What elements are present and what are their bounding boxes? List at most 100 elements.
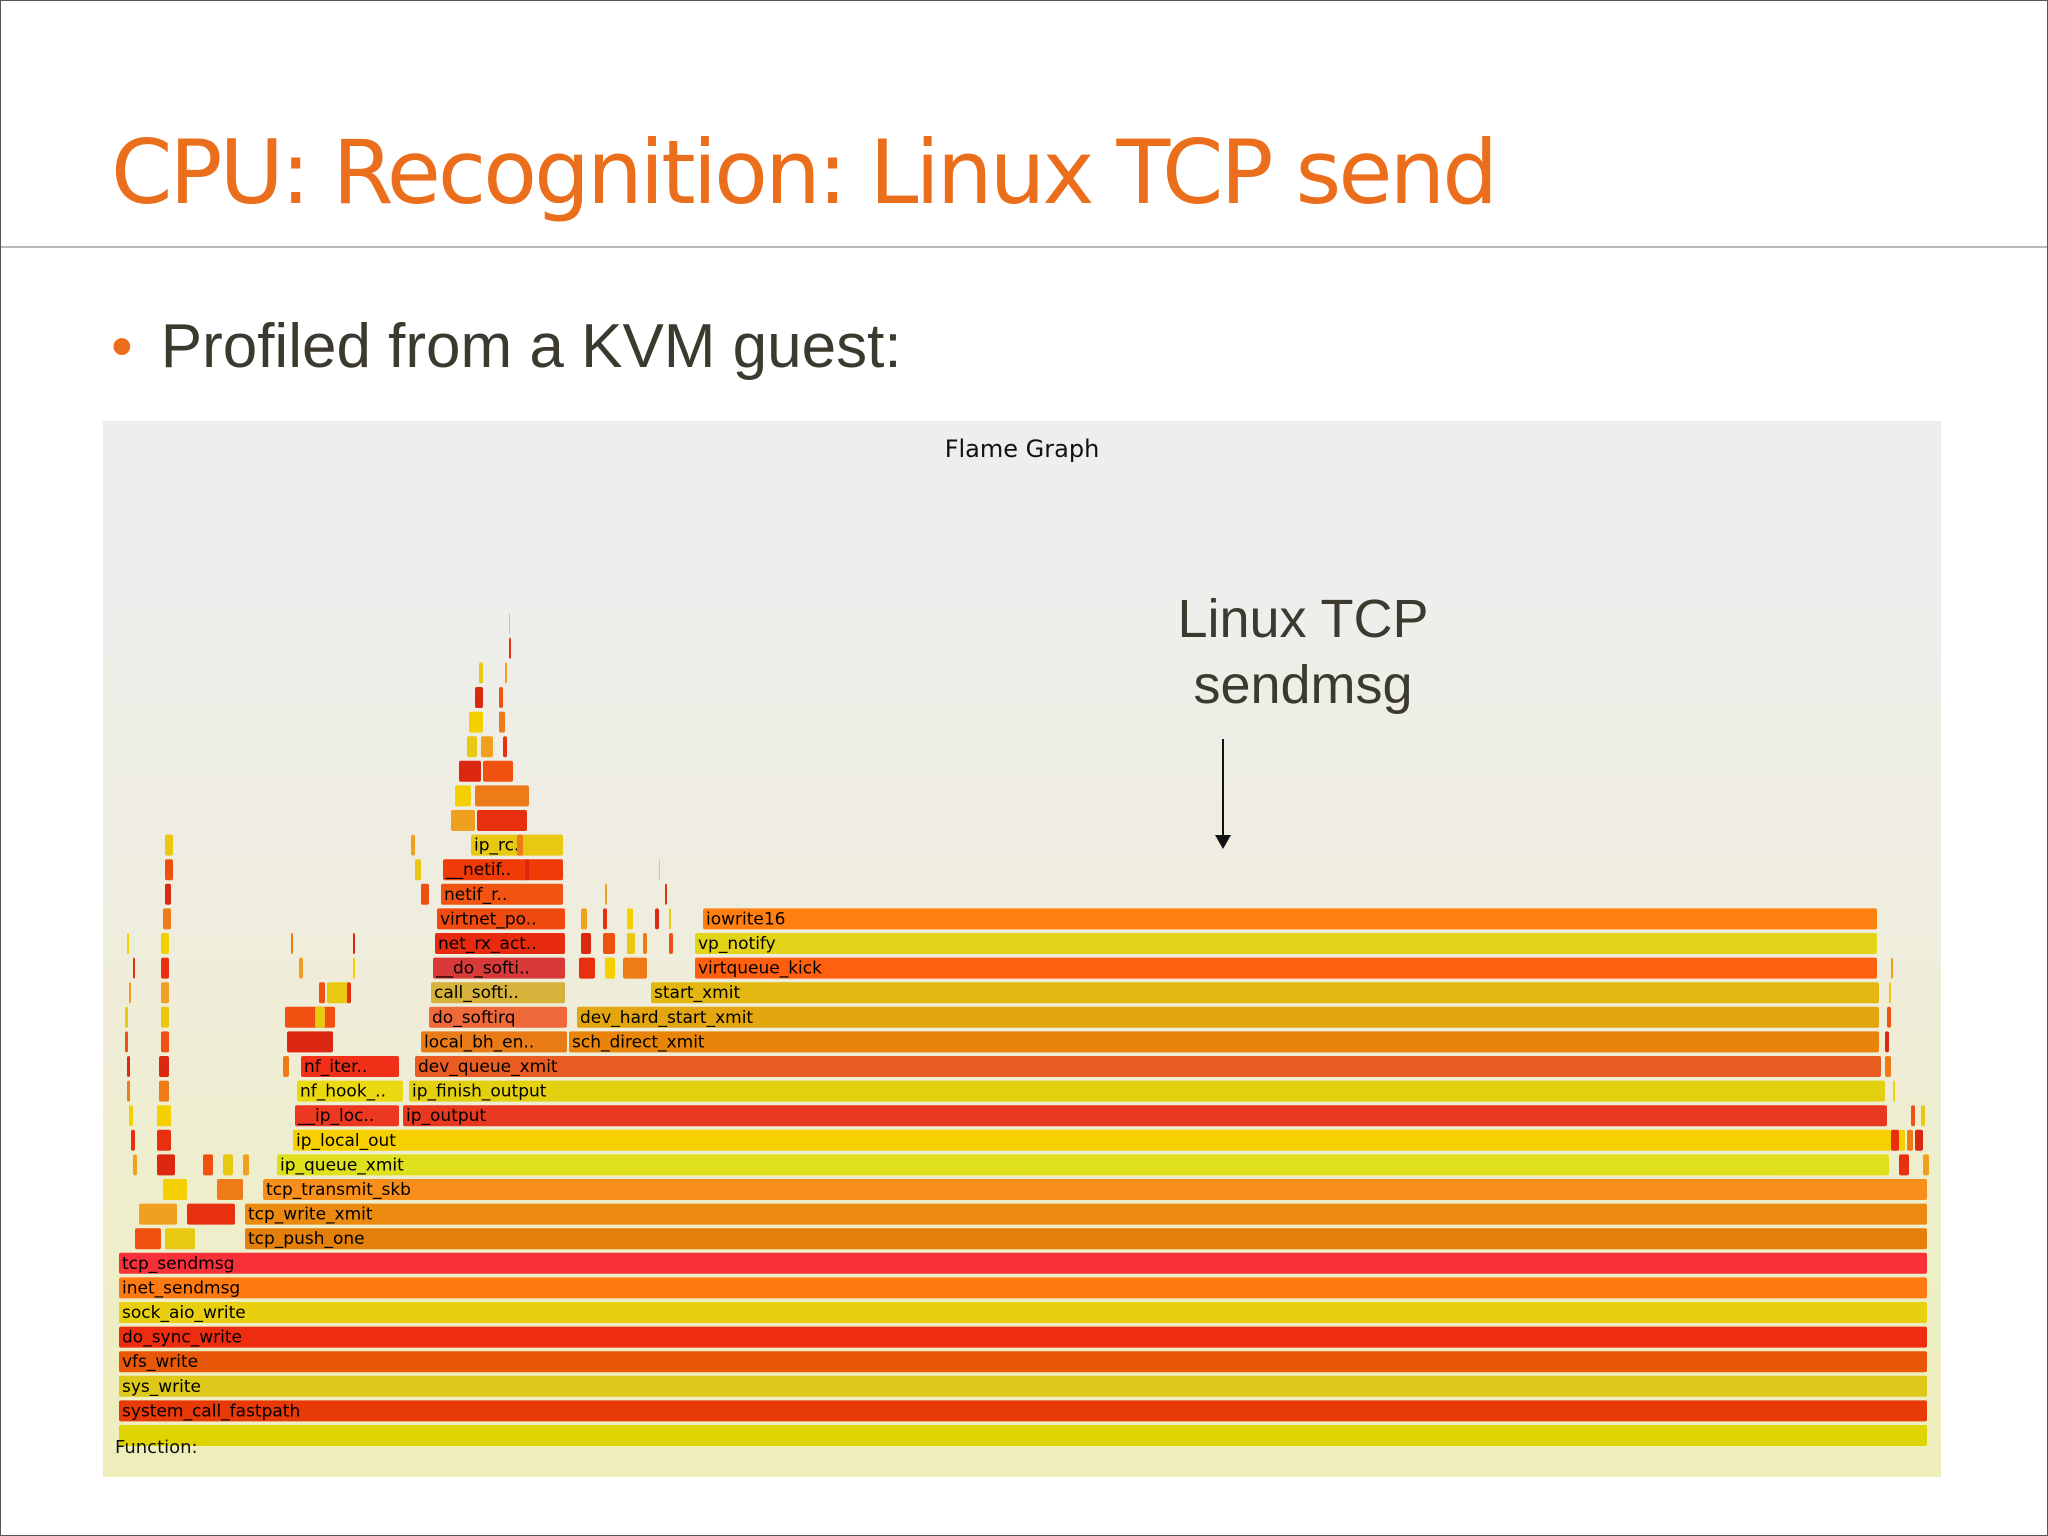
flame-frame-root[interactable] bbox=[119, 1425, 1927, 1446]
flame-frame-small[interactable] bbox=[1891, 1129, 1899, 1151]
flame-frame-small[interactable] bbox=[1899, 1129, 1905, 1151]
flame-frame-small[interactable] bbox=[299, 957, 303, 979]
flame-frame-small[interactable] bbox=[127, 933, 129, 954]
flame-frame[interactable]: tcp_transmit_skb bbox=[263, 1179, 1927, 1200]
flame-frame-small[interactable] bbox=[477, 810, 527, 831]
flame-frame[interactable]: net_rx_act.. bbox=[435, 933, 565, 954]
flame-frame[interactable]: ip_output bbox=[403, 1105, 1887, 1127]
flame-frame-small[interactable] bbox=[165, 883, 171, 905]
flame-frame-small[interactable] bbox=[157, 1129, 171, 1151]
flame-frame-small[interactable] bbox=[1923, 1154, 1929, 1176]
flame-frame-small[interactable] bbox=[223, 1154, 233, 1176]
flame-frame-small[interactable] bbox=[505, 662, 507, 684]
flame-frame-small[interactable] bbox=[165, 1228, 195, 1250]
flame-frame-small[interactable] bbox=[353, 933, 355, 954]
flame-frame[interactable]: tcp_sendmsg bbox=[119, 1252, 1927, 1274]
flame-frame[interactable]: inet_sendmsg bbox=[119, 1277, 1927, 1299]
flame-frame-small[interactable] bbox=[483, 760, 513, 782]
flame-frame-small[interactable] bbox=[475, 785, 529, 807]
flame-frame-small[interactable] bbox=[459, 760, 481, 782]
flame-frame-small[interactable] bbox=[161, 1031, 169, 1053]
flame-frame[interactable]: __netif.. bbox=[443, 859, 563, 881]
flame-frame-small[interactable] bbox=[187, 1203, 235, 1225]
flame-frame-small[interactable] bbox=[131, 1129, 135, 1151]
flame-frame[interactable]: sock_aio_write bbox=[119, 1302, 1927, 1323]
flame-frame-small[interactable] bbox=[1915, 1129, 1923, 1151]
flame-frame-small[interactable] bbox=[499, 687, 503, 708]
flame-frame-small[interactable] bbox=[475, 687, 483, 708]
flame-frame[interactable]: vp_notify bbox=[695, 933, 1877, 954]
flame-frame-small[interactable] bbox=[669, 908, 671, 930]
flame-frame-small[interactable] bbox=[127, 1056, 130, 1077]
flame-frame-small[interactable] bbox=[1889, 982, 1891, 1004]
flame-frame[interactable]: ip_local_out bbox=[293, 1129, 1891, 1151]
flame-frame[interactable]: nf_iter.. bbox=[301, 1056, 399, 1077]
flame-frame-small[interactable] bbox=[1907, 1129, 1913, 1151]
flame-frame-small[interactable] bbox=[623, 957, 647, 979]
flame-frame-small[interactable] bbox=[665, 883, 667, 905]
flame-frame-small[interactable] bbox=[157, 1105, 171, 1127]
flame-frame[interactable]: system_call_fastpath bbox=[119, 1400, 1927, 1422]
flame-frame-small[interactable] bbox=[159, 1080, 169, 1102]
flame-frame-small[interactable] bbox=[129, 1105, 133, 1127]
flame-frame[interactable]: start_xmit bbox=[651, 982, 1879, 1004]
flame-frame-small[interactable] bbox=[217, 1179, 243, 1200]
flame-frame-small[interactable] bbox=[319, 982, 325, 1004]
flame-frame-small[interactable] bbox=[467, 736, 477, 758]
flame-frame[interactable]: virtnet_po.. bbox=[437, 908, 565, 930]
flame-frame-small[interactable] bbox=[135, 1228, 161, 1250]
flame-frame-small[interactable] bbox=[125, 1006, 128, 1028]
flame-frame[interactable]: ip_rc.. bbox=[471, 834, 563, 856]
flame-frame-small[interactable] bbox=[451, 810, 475, 831]
flame-frame-small[interactable] bbox=[129, 982, 131, 1004]
flame-frame[interactable]: netif_r.. bbox=[441, 883, 563, 905]
flame-frame-small[interactable] bbox=[161, 982, 169, 1004]
flame-frame-small[interactable] bbox=[291, 933, 293, 954]
flame-frame-small[interactable] bbox=[1887, 1006, 1891, 1028]
flame-frame-small[interactable] bbox=[503, 736, 507, 758]
flame-frame-small[interactable] bbox=[1921, 1105, 1925, 1127]
flame-frame-small[interactable] bbox=[161, 957, 169, 979]
flame-frame-small[interactable] bbox=[643, 933, 647, 954]
flame-frame-small[interactable] bbox=[165, 859, 173, 881]
flame-frame[interactable]: tcp_push_one bbox=[245, 1228, 1927, 1250]
flame-frame-small[interactable] bbox=[517, 834, 523, 856]
flame-frame-small[interactable] bbox=[509, 613, 510, 635]
flame-frame-small[interactable] bbox=[411, 834, 415, 856]
flame-frame-small[interactable] bbox=[659, 859, 660, 881]
flame-frame[interactable]: tcp_write_xmit bbox=[245, 1203, 1927, 1225]
flame-frame-small[interactable] bbox=[415, 859, 421, 881]
flame-frame-small[interactable] bbox=[581, 908, 587, 930]
flame-frame[interactable]: dev_hard_start_xmit bbox=[577, 1006, 1879, 1028]
flame-frame-small[interactable] bbox=[165, 834, 173, 856]
flame-frame[interactable]: dev_queue_xmit bbox=[415, 1056, 1881, 1077]
flame-frame[interactable]: sys_write bbox=[119, 1375, 1927, 1397]
flame-frame-small[interactable] bbox=[1899, 1154, 1909, 1176]
flame-frame[interactable]: virtqueue_kick bbox=[695, 957, 1877, 979]
flame-frame-small[interactable] bbox=[161, 1006, 169, 1028]
flame-frame[interactable]: do_softirq bbox=[429, 1006, 567, 1028]
flame-frame-small[interactable] bbox=[509, 637, 511, 659]
flame-frame[interactable]: __do_softi.. bbox=[433, 957, 565, 979]
flame-frame-small[interactable] bbox=[353, 957, 355, 979]
flame-frame-small[interactable] bbox=[133, 957, 135, 979]
flame-frame-small[interactable] bbox=[347, 982, 351, 1004]
flame-frame-small[interactable] bbox=[627, 908, 633, 930]
flame-frame-small[interactable] bbox=[127, 1080, 130, 1102]
flame-frame-small[interactable] bbox=[605, 883, 607, 905]
flame-frame-small[interactable] bbox=[1891, 957, 1893, 979]
flame-frame-small[interactable] bbox=[499, 711, 505, 733]
flame-frame[interactable]: call_softi.. bbox=[431, 982, 565, 1004]
flame-frame[interactable]: do_sync_write bbox=[119, 1326, 1927, 1348]
flame-frame-small[interactable] bbox=[315, 1006, 325, 1028]
flame-frame[interactable]: vfs_write bbox=[119, 1351, 1927, 1373]
flame-frame-small[interactable] bbox=[243, 1154, 249, 1176]
flame-frame-small[interactable] bbox=[481, 736, 493, 758]
flame-frame-small[interactable] bbox=[1911, 1105, 1915, 1127]
flame-frame-small[interactable] bbox=[125, 1031, 128, 1053]
flame-frame-small[interactable] bbox=[139, 1203, 177, 1225]
flame-frame-small[interactable] bbox=[157, 1154, 175, 1176]
flame-frame-small[interactable] bbox=[603, 933, 615, 954]
flame-frame-small[interactable] bbox=[581, 933, 591, 954]
flame-frame-small[interactable] bbox=[285, 1006, 335, 1028]
